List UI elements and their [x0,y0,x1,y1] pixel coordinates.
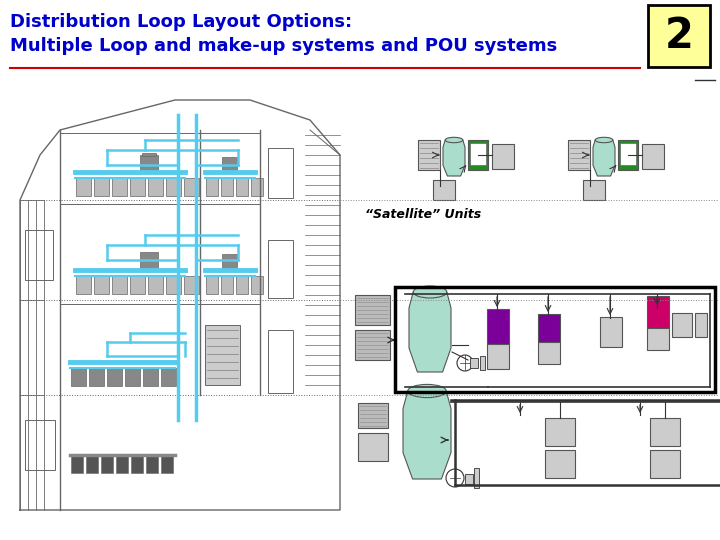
Text: “Satellite” Units: “Satellite” Units [365,208,481,221]
Bar [222,157,237,173]
Bar [268,240,293,298]
Bar [130,178,145,196]
Bar [222,254,237,270]
Bar [650,418,680,446]
Bar [545,418,575,446]
Bar [268,330,293,393]
Text: Multiple Loop and make-up systems and POU systems: Multiple Loop and make-up systems and PO… [10,37,557,55]
Bar [583,180,605,200]
Circle shape [446,469,464,487]
Polygon shape [403,391,451,479]
Bar [184,178,199,196]
Bar [161,368,176,386]
Bar [672,313,692,337]
Bar [148,178,163,196]
Bar [648,5,710,67]
Bar [474,468,479,488]
Bar [205,325,240,385]
Bar [642,144,664,169]
Bar [492,144,514,169]
Bar [161,455,173,473]
Bar [236,276,248,294]
Bar [251,178,263,196]
Bar [140,155,158,173]
Text: Distribution Loop Layout Options:: Distribution Loop Layout Options: [10,13,352,31]
Bar [140,252,158,270]
Bar [538,342,560,364]
Bar [76,178,91,196]
Bar [130,276,145,294]
Ellipse shape [595,137,613,143]
Ellipse shape [445,137,463,143]
Bar [221,178,233,196]
Bar [538,314,560,342]
Bar [268,148,293,198]
Ellipse shape [408,384,446,397]
Bar [695,313,707,337]
Bar [166,276,181,294]
Bar [125,368,140,386]
Bar [76,276,91,294]
Bar [71,368,86,386]
Bar [107,368,122,386]
Bar [647,296,669,328]
Bar [470,143,486,165]
Bar [112,178,127,196]
Bar [25,420,55,470]
Bar [600,317,622,347]
Bar [71,455,83,473]
Bar [116,455,128,473]
Bar [112,276,127,294]
Bar [206,276,218,294]
Bar [251,276,263,294]
Bar [355,330,390,360]
Polygon shape [409,292,451,372]
Bar [142,153,156,156]
Bar [184,276,199,294]
Bar [433,180,455,200]
Bar [358,403,388,428]
Polygon shape [593,140,615,176]
Bar [94,276,109,294]
Bar [131,455,143,473]
Bar [487,344,509,369]
Bar [236,178,248,196]
Bar [545,450,575,478]
Bar [86,455,98,473]
Bar [618,140,638,170]
Circle shape [457,355,473,371]
Bar [480,356,485,370]
Bar [355,295,390,325]
Bar [25,230,53,280]
Polygon shape [443,140,465,176]
Bar [166,178,181,196]
Bar [470,358,478,368]
Text: 2: 2 [665,15,693,57]
Bar [206,178,218,196]
Bar [101,455,113,473]
Ellipse shape [413,286,447,298]
Bar [221,276,233,294]
Bar [487,309,509,344]
Bar [465,474,473,484]
Bar [148,276,163,294]
Bar [468,140,488,170]
Bar [89,368,104,386]
Bar [94,178,109,196]
Bar [395,287,715,392]
Bar [568,140,590,170]
Bar [358,433,388,461]
Bar [146,455,158,473]
Bar [620,143,636,165]
Bar [647,328,669,350]
Bar [418,140,440,170]
Bar [143,368,158,386]
Bar [650,450,680,478]
